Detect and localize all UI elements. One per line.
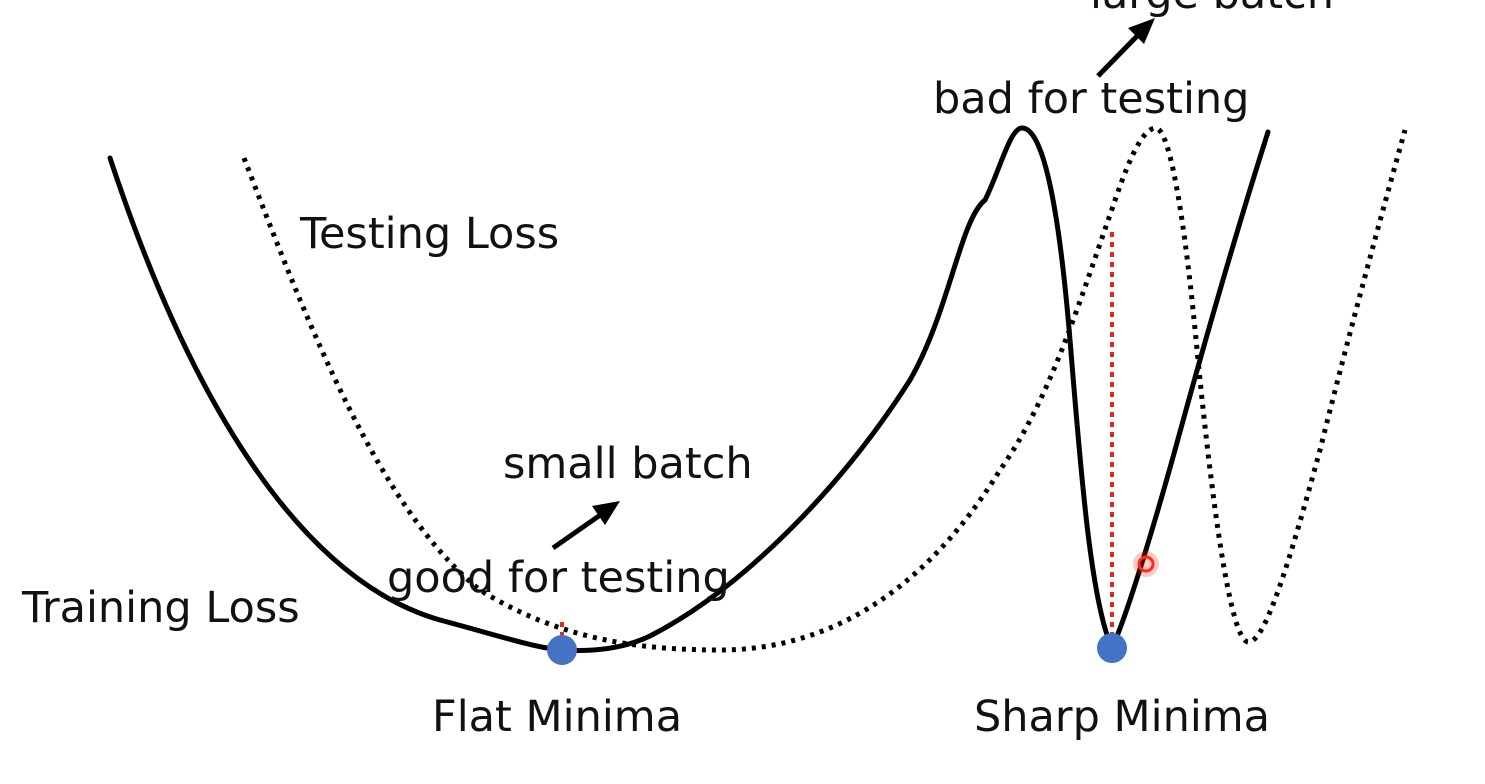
good-for-testing-label: good for testing bbox=[387, 553, 730, 603]
sharp-minima-label: Sharp Minima bbox=[974, 692, 1270, 742]
flat-minima-label: Flat Minima bbox=[432, 692, 682, 742]
small-batch-label: small batch bbox=[503, 439, 753, 489]
cursor-marker bbox=[1133, 551, 1159, 577]
bad-for-testing-label: bad for testing bbox=[933, 74, 1249, 124]
top-cut-label: large batch bbox=[1090, 0, 1334, 19]
arrow-to-small-batch bbox=[551, 501, 620, 551]
training-loss-curve bbox=[107, 125, 1271, 653]
sharp-minimum-dot bbox=[1097, 633, 1127, 663]
training-loss-label: Training Loss bbox=[21, 583, 300, 633]
testing-loss-label: Testing Loss bbox=[299, 209, 559, 259]
flat-minimum-dot bbox=[547, 635, 577, 665]
arrow-to-top-label bbox=[1096, 18, 1155, 78]
